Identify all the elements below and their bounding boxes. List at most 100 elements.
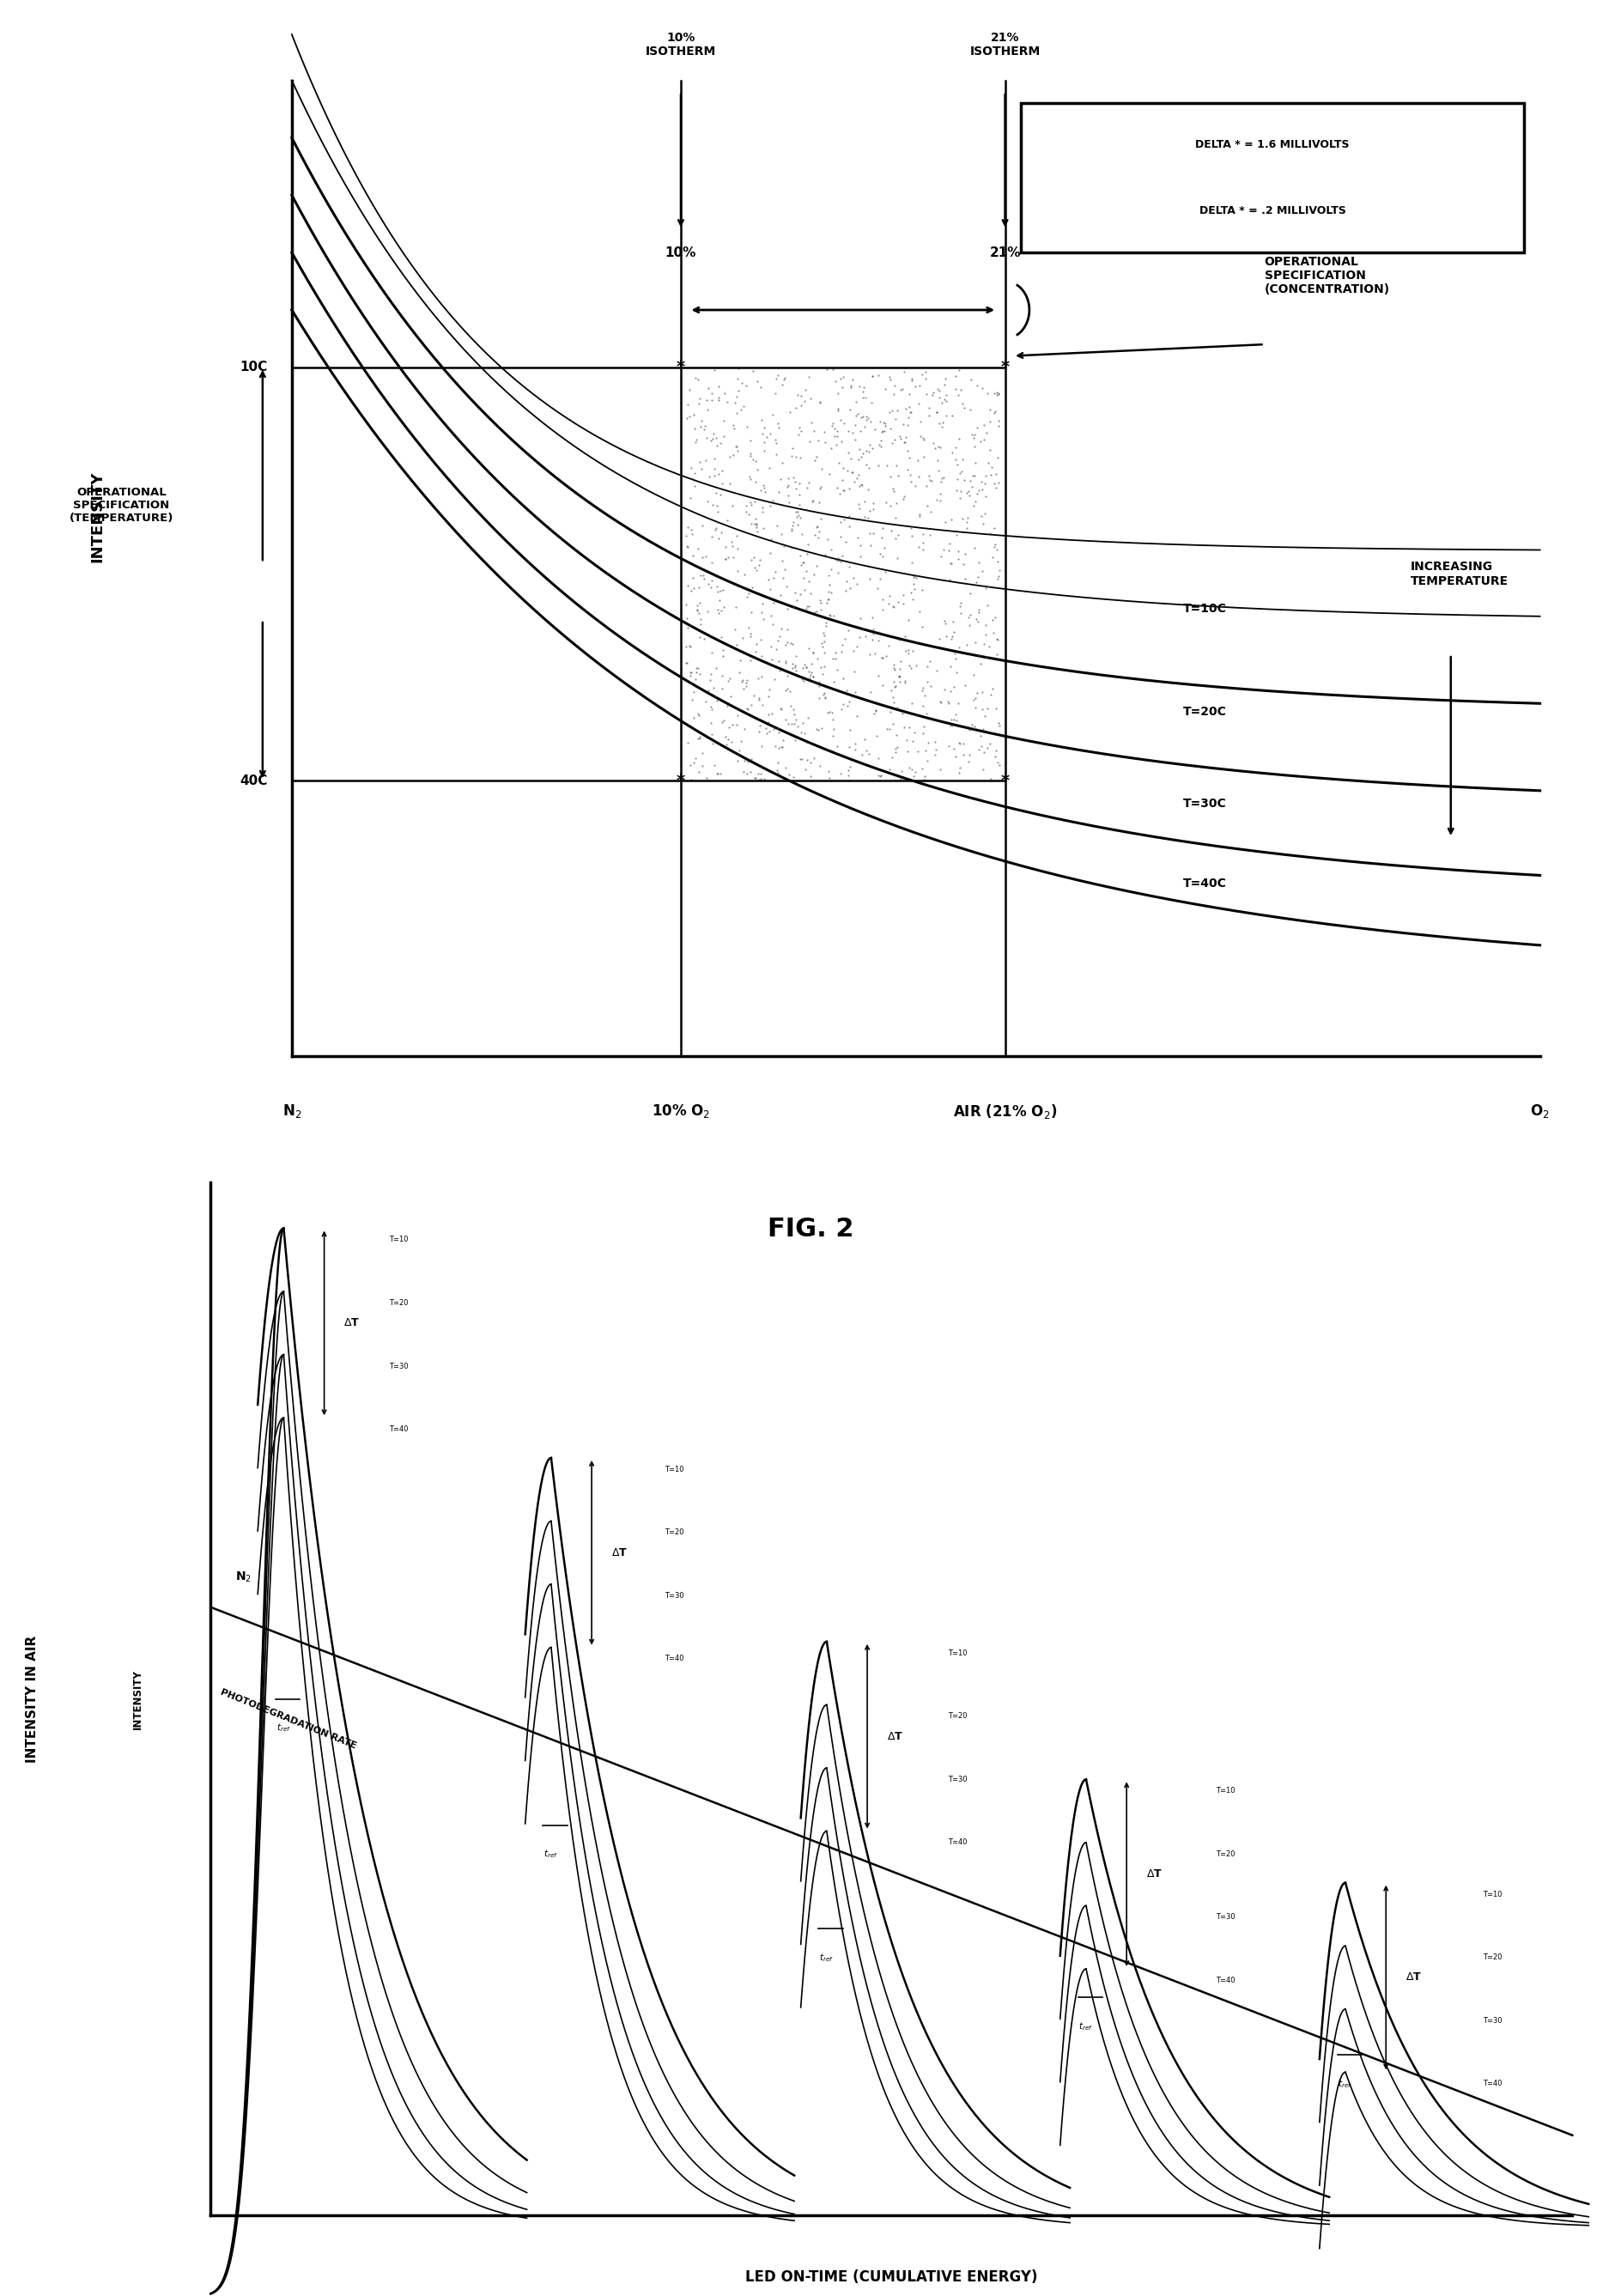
Point (694, 381, 720, 418)
Point (867, 535, 893, 572)
Point (900, 684, 926, 721)
Point (892, 425, 917, 461)
Point (846, 468, 872, 505)
Point (898, 574, 924, 611)
Point (809, 625, 835, 661)
Point (815, 696, 841, 732)
Point (968, 498, 994, 535)
Point (687, 409, 713, 445)
Point (673, 629, 699, 666)
Point (794, 700, 820, 737)
Text: 10%
ISOTHERM: 10% ISOTHERM (645, 32, 716, 57)
Point (887, 664, 913, 700)
Point (905, 441, 930, 478)
Point (846, 429, 872, 466)
Point (713, 542, 739, 579)
Point (877, 411, 903, 448)
Point (952, 461, 977, 498)
Point (796, 588, 822, 625)
Point (738, 643, 763, 680)
Point (823, 542, 849, 579)
Point (926, 404, 952, 441)
Point (699, 691, 725, 728)
Point (751, 425, 776, 461)
Point (783, 439, 809, 475)
Point (759, 521, 785, 558)
Point (906, 528, 932, 565)
Point (848, 466, 874, 503)
Point (872, 370, 898, 406)
Point (768, 691, 794, 728)
Point (752, 468, 778, 505)
Point (973, 457, 999, 494)
Point (958, 576, 984, 613)
Point (692, 537, 718, 574)
Point (814, 585, 840, 622)
Point (723, 588, 749, 625)
Point (674, 608, 700, 645)
Point (708, 705, 734, 742)
Text: T=20: T=20 (948, 1713, 968, 1720)
Point (733, 494, 759, 530)
Point (775, 468, 801, 505)
Point (720, 540, 746, 576)
Point (759, 597, 785, 634)
Point (702, 351, 728, 388)
Point (776, 393, 802, 429)
Point (961, 528, 987, 565)
Point (843, 397, 869, 434)
Point (986, 551, 1012, 588)
Point (934, 381, 960, 418)
Point (725, 372, 751, 409)
Point (765, 709, 791, 746)
Point (919, 377, 945, 413)
Point (986, 744, 1012, 781)
Point (877, 459, 903, 496)
Point (812, 680, 838, 716)
Point (807, 383, 833, 420)
Point (691, 620, 716, 657)
Point (694, 760, 720, 797)
Point (862, 691, 888, 728)
Point (940, 700, 966, 737)
Point (751, 510, 776, 546)
Point (781, 705, 807, 742)
Point (856, 400, 882, 436)
Point (786, 496, 812, 533)
Point (840, 455, 866, 491)
Point (817, 530, 843, 567)
Point (798, 654, 823, 691)
Point (905, 732, 930, 769)
Point (765, 744, 791, 781)
Point (898, 360, 924, 397)
Point (682, 650, 708, 687)
Point (879, 360, 905, 397)
Text: T=20C: T=20C (1183, 705, 1227, 719)
Point (848, 439, 874, 475)
Point (742, 464, 768, 501)
Point (977, 432, 1003, 468)
Point (896, 439, 922, 475)
Point (699, 544, 725, 581)
Point (848, 599, 874, 636)
Point (681, 468, 707, 505)
Point (846, 618, 872, 654)
Point (775, 590, 801, 627)
Point (806, 514, 832, 551)
Text: INCREASING
TEMPERATURE: INCREASING TEMPERATURE (1410, 560, 1508, 588)
Text: *: * (1000, 771, 1010, 790)
Point (738, 439, 763, 475)
Point (814, 351, 840, 388)
Point (984, 560, 1010, 597)
Point (986, 402, 1012, 439)
Point (691, 411, 716, 448)
Point (982, 468, 1008, 505)
Point (751, 409, 776, 445)
Point (678, 629, 704, 666)
Point (977, 404, 1003, 441)
Point (695, 673, 721, 709)
Point (974, 374, 1000, 411)
Point (749, 728, 775, 765)
Point (922, 732, 948, 769)
Point (729, 388, 755, 425)
